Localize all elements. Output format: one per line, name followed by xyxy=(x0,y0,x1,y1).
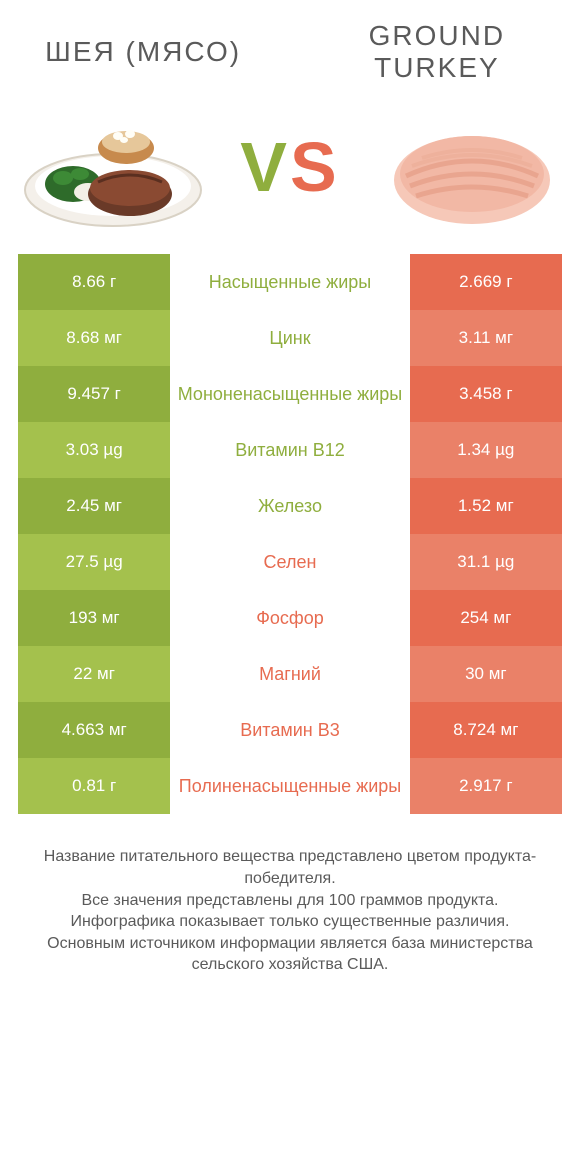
left-food-image xyxy=(18,102,208,232)
footer-line: Основным источником информации является … xyxy=(30,933,550,976)
table-row: 9.457 гМононенасыщенные жиры3.458 г xyxy=(18,366,562,422)
value-left: 8.68 мг xyxy=(18,310,170,366)
nutrient-label: Магний xyxy=(170,646,409,702)
table-row: 22 мгМагний30 мг xyxy=(18,646,562,702)
value-left: 2.45 мг xyxy=(18,478,170,534)
nutrient-label: Мононенасыщенные жиры xyxy=(170,366,409,422)
vs-letter-v: V xyxy=(240,128,290,206)
nutrient-label: Цинк xyxy=(170,310,409,366)
value-right: 31.1 µg xyxy=(410,534,562,590)
nutrient-label: Железо xyxy=(170,478,409,534)
vs-letter-s: S xyxy=(290,128,340,206)
right-food-image xyxy=(372,102,562,232)
vs-label: VS xyxy=(240,132,339,202)
value-left: 3.03 µg xyxy=(18,422,170,478)
comparison-table: 8.66 гНасыщенные жиры2.669 г8.68 мгЦинк3… xyxy=(18,254,562,814)
footer-line: Все значения представлены для 100 граммо… xyxy=(30,890,550,912)
table-row: 8.68 мгЦинк3.11 мг xyxy=(18,310,562,366)
value-right: 8.724 мг xyxy=(410,702,562,758)
value-left: 22 мг xyxy=(18,646,170,702)
nutrient-label: Фосфор xyxy=(170,590,409,646)
value-right: 2.917 г xyxy=(410,758,562,814)
value-left: 193 мг xyxy=(18,590,170,646)
footer-notes: Название питательного вещества представл… xyxy=(18,846,562,976)
table-row: 4.663 мгВитамин B38.724 мг xyxy=(18,702,562,758)
value-right: 30 мг xyxy=(410,646,562,702)
hero-row: VS xyxy=(18,102,562,232)
table-row: 193 мгФосфор254 мг xyxy=(18,590,562,646)
table-row: 27.5 µgСелен31.1 µg xyxy=(18,534,562,590)
value-left: 4.663 мг xyxy=(18,702,170,758)
value-right: 1.34 µg xyxy=(410,422,562,478)
title-left: ШЕЯ (МЯСО) xyxy=(18,36,268,68)
nutrient-label: Витамин B12 xyxy=(170,422,409,478)
value-right: 3.458 г xyxy=(410,366,562,422)
table-row: 0.81 гПолиненасыщенные жиры2.917 г xyxy=(18,758,562,814)
table-row: 2.45 мгЖелезо1.52 мг xyxy=(18,478,562,534)
value-right: 1.52 мг xyxy=(410,478,562,534)
nutrient-label: Насыщенные жиры xyxy=(170,254,409,310)
value-left: 27.5 µg xyxy=(18,534,170,590)
value-left: 9.457 г xyxy=(18,366,170,422)
value-left: 0.81 г xyxy=(18,758,170,814)
footer-line: Инфографика показывает только существенн… xyxy=(30,911,550,933)
footer-line: Название питательного вещества представл… xyxy=(30,846,550,889)
titles-row: ШЕЯ (МЯСО) GROUND TURKEY xyxy=(18,20,562,84)
value-right: 2.669 г xyxy=(410,254,562,310)
title-right: GROUND TURKEY xyxy=(312,20,562,84)
nutrient-label: Полиненасыщенные жиры xyxy=(170,758,409,814)
table-row: 3.03 µgВитамин B121.34 µg xyxy=(18,422,562,478)
value-right: 3.11 мг xyxy=(410,310,562,366)
nutrient-label: Селен xyxy=(170,534,409,590)
value-right: 254 мг xyxy=(410,590,562,646)
value-left: 8.66 г xyxy=(18,254,170,310)
nutrient-label: Витамин B3 xyxy=(170,702,409,758)
table-row: 8.66 гНасыщенные жиры2.669 г xyxy=(18,254,562,310)
